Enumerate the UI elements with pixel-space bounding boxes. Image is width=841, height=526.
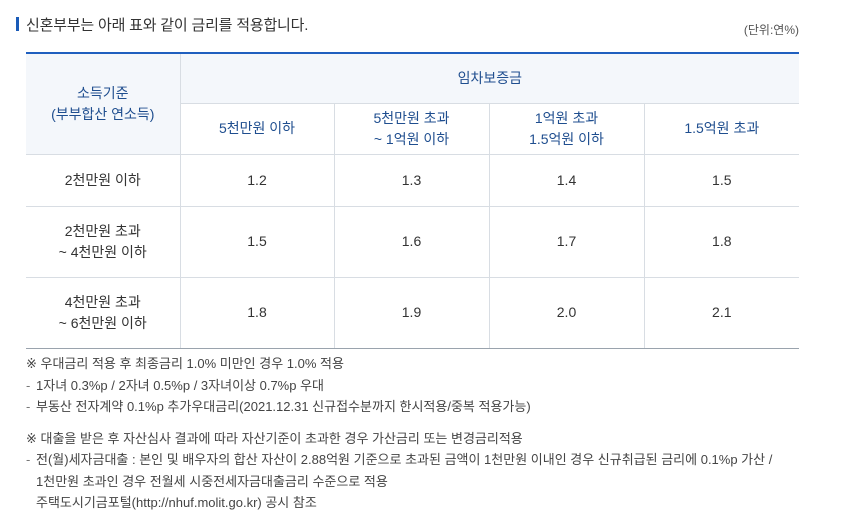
income-criteria-label: 소득기준: [76, 84, 129, 101]
title-accent-bar: [16, 17, 19, 31]
income-criteria-sublabel: (부부합산 연소득): [51, 105, 155, 122]
note-item-continued: 1천만원 초과인 경우 전월세 시중전세자금대출금리 수준으로 적용: [36, 473, 388, 489]
income-criteria-header: 소득기준 (부부합산 연소득): [26, 52, 181, 155]
rate-cell: 1.4: [488, 153, 645, 207]
note-preferential-rate: ※ 우대금리 적용 후 최종금리 1.0% 미만인 경우 1.0% 적용: [26, 356, 344, 371]
rate-cell: 1.3: [333, 153, 490, 207]
column-header-line: 1억원 초과: [534, 109, 599, 126]
rate-cell: 1.7: [488, 205, 645, 278]
row-header-line: 2천만원 이하: [64, 171, 141, 188]
unit-label: (단위:연%): [743, 23, 799, 37]
note-item: 1자녀 0.3%p / 2자녀 0.5%p / 3자녀이상 0.7%p 우대: [26, 375, 816, 397]
rate-cell: 1.6: [333, 205, 490, 278]
note-item: 부동산 전자계약 0.1%p 추가우대금리(2021.12.31 신규접수분까지…: [26, 396, 816, 418]
row-header-line: ~ 6천만원 이하: [58, 314, 147, 331]
column-header-line: 5천만원 초과: [373, 109, 450, 126]
row-header-line: ~ 4천만원 이하: [58, 243, 147, 260]
rate-cell: 2.0: [488, 276, 645, 349]
note-asset-review: ※ 대출을 받은 후 자산심사 결과에 따라 자산기준이 초과한 경우 가산금리…: [26, 430, 523, 446]
column-header-line: ~ 1억원 이하: [373, 130, 450, 147]
interest-rate-table: 소득기준 (부부합산 연소득) 임차보증금 5천만원 이하 5천만원 초과 ~ …: [26, 52, 800, 349]
note-item: 전(월)세자금대출 : 본인 및 배우자의 합산 자산이 2.88억원 기준으로…: [26, 449, 816, 471]
deposit-group-header: 임차보증금: [179, 52, 800, 104]
column-header: 5천만원 초과 ~ 1억원 이하: [333, 102, 490, 155]
column-header-line: 1.5억원 이하: [529, 130, 604, 147]
section-header: 신혼부부는 아래 표와 같이 금리를 적용합니다. (단위:연%): [16, 14, 799, 37]
row-header: 2천만원 이하: [26, 153, 181, 207]
section-title: 신혼부부는 아래 표와 같이 금리를 적용합니다.: [26, 17, 309, 34]
row-header-line: 2천만원 초과: [64, 222, 141, 239]
column-header: 5천만원 이하: [180, 102, 335, 155]
rate-cell: 1.5: [643, 153, 800, 207]
rate-cell: 2.1: [643, 276, 800, 349]
column-header: 1.5억원 초과: [643, 102, 800, 155]
table-row: 2천만원 이하 1.2 1.3 1.4 1.5: [26, 153, 800, 207]
rate-cell: 1.2: [179, 153, 335, 207]
row-header-line: 4천만원 초과: [64, 293, 141, 310]
row-header: 2천만원 초과 ~ 4천만원 이하: [26, 205, 181, 278]
note-portal-reference: 주택도시기금포털(http://nhuf.molit.go.kr) 공시 참조: [36, 495, 317, 510]
rate-cell: 1.5: [179, 205, 335, 278]
table-row: 4천만원 초과 ~ 6천만원 이하 1.8 1.9 2.0 2.1: [26, 276, 800, 349]
column-header: 1억원 초과 1.5억원 이하: [488, 102, 645, 155]
column-header-line: 1.5억원 초과: [684, 120, 760, 136]
rate-cell: 1.8: [643, 205, 800, 278]
rate-cell: 1.9: [333, 276, 490, 349]
notes-section: ※ 우대금리 적용 후 최종금리 1.0% 미만인 경우 1.0% 적용 1자녀…: [26, 353, 816, 514]
table-row: 2천만원 초과 ~ 4천만원 이하 1.5 1.6 1.7 1.8: [26, 205, 800, 278]
column-header-line: 5천만원 이하: [218, 120, 296, 136]
row-header: 4천만원 초과 ~ 6천만원 이하: [26, 276, 181, 349]
rate-cell: 1.8: [179, 276, 335, 349]
